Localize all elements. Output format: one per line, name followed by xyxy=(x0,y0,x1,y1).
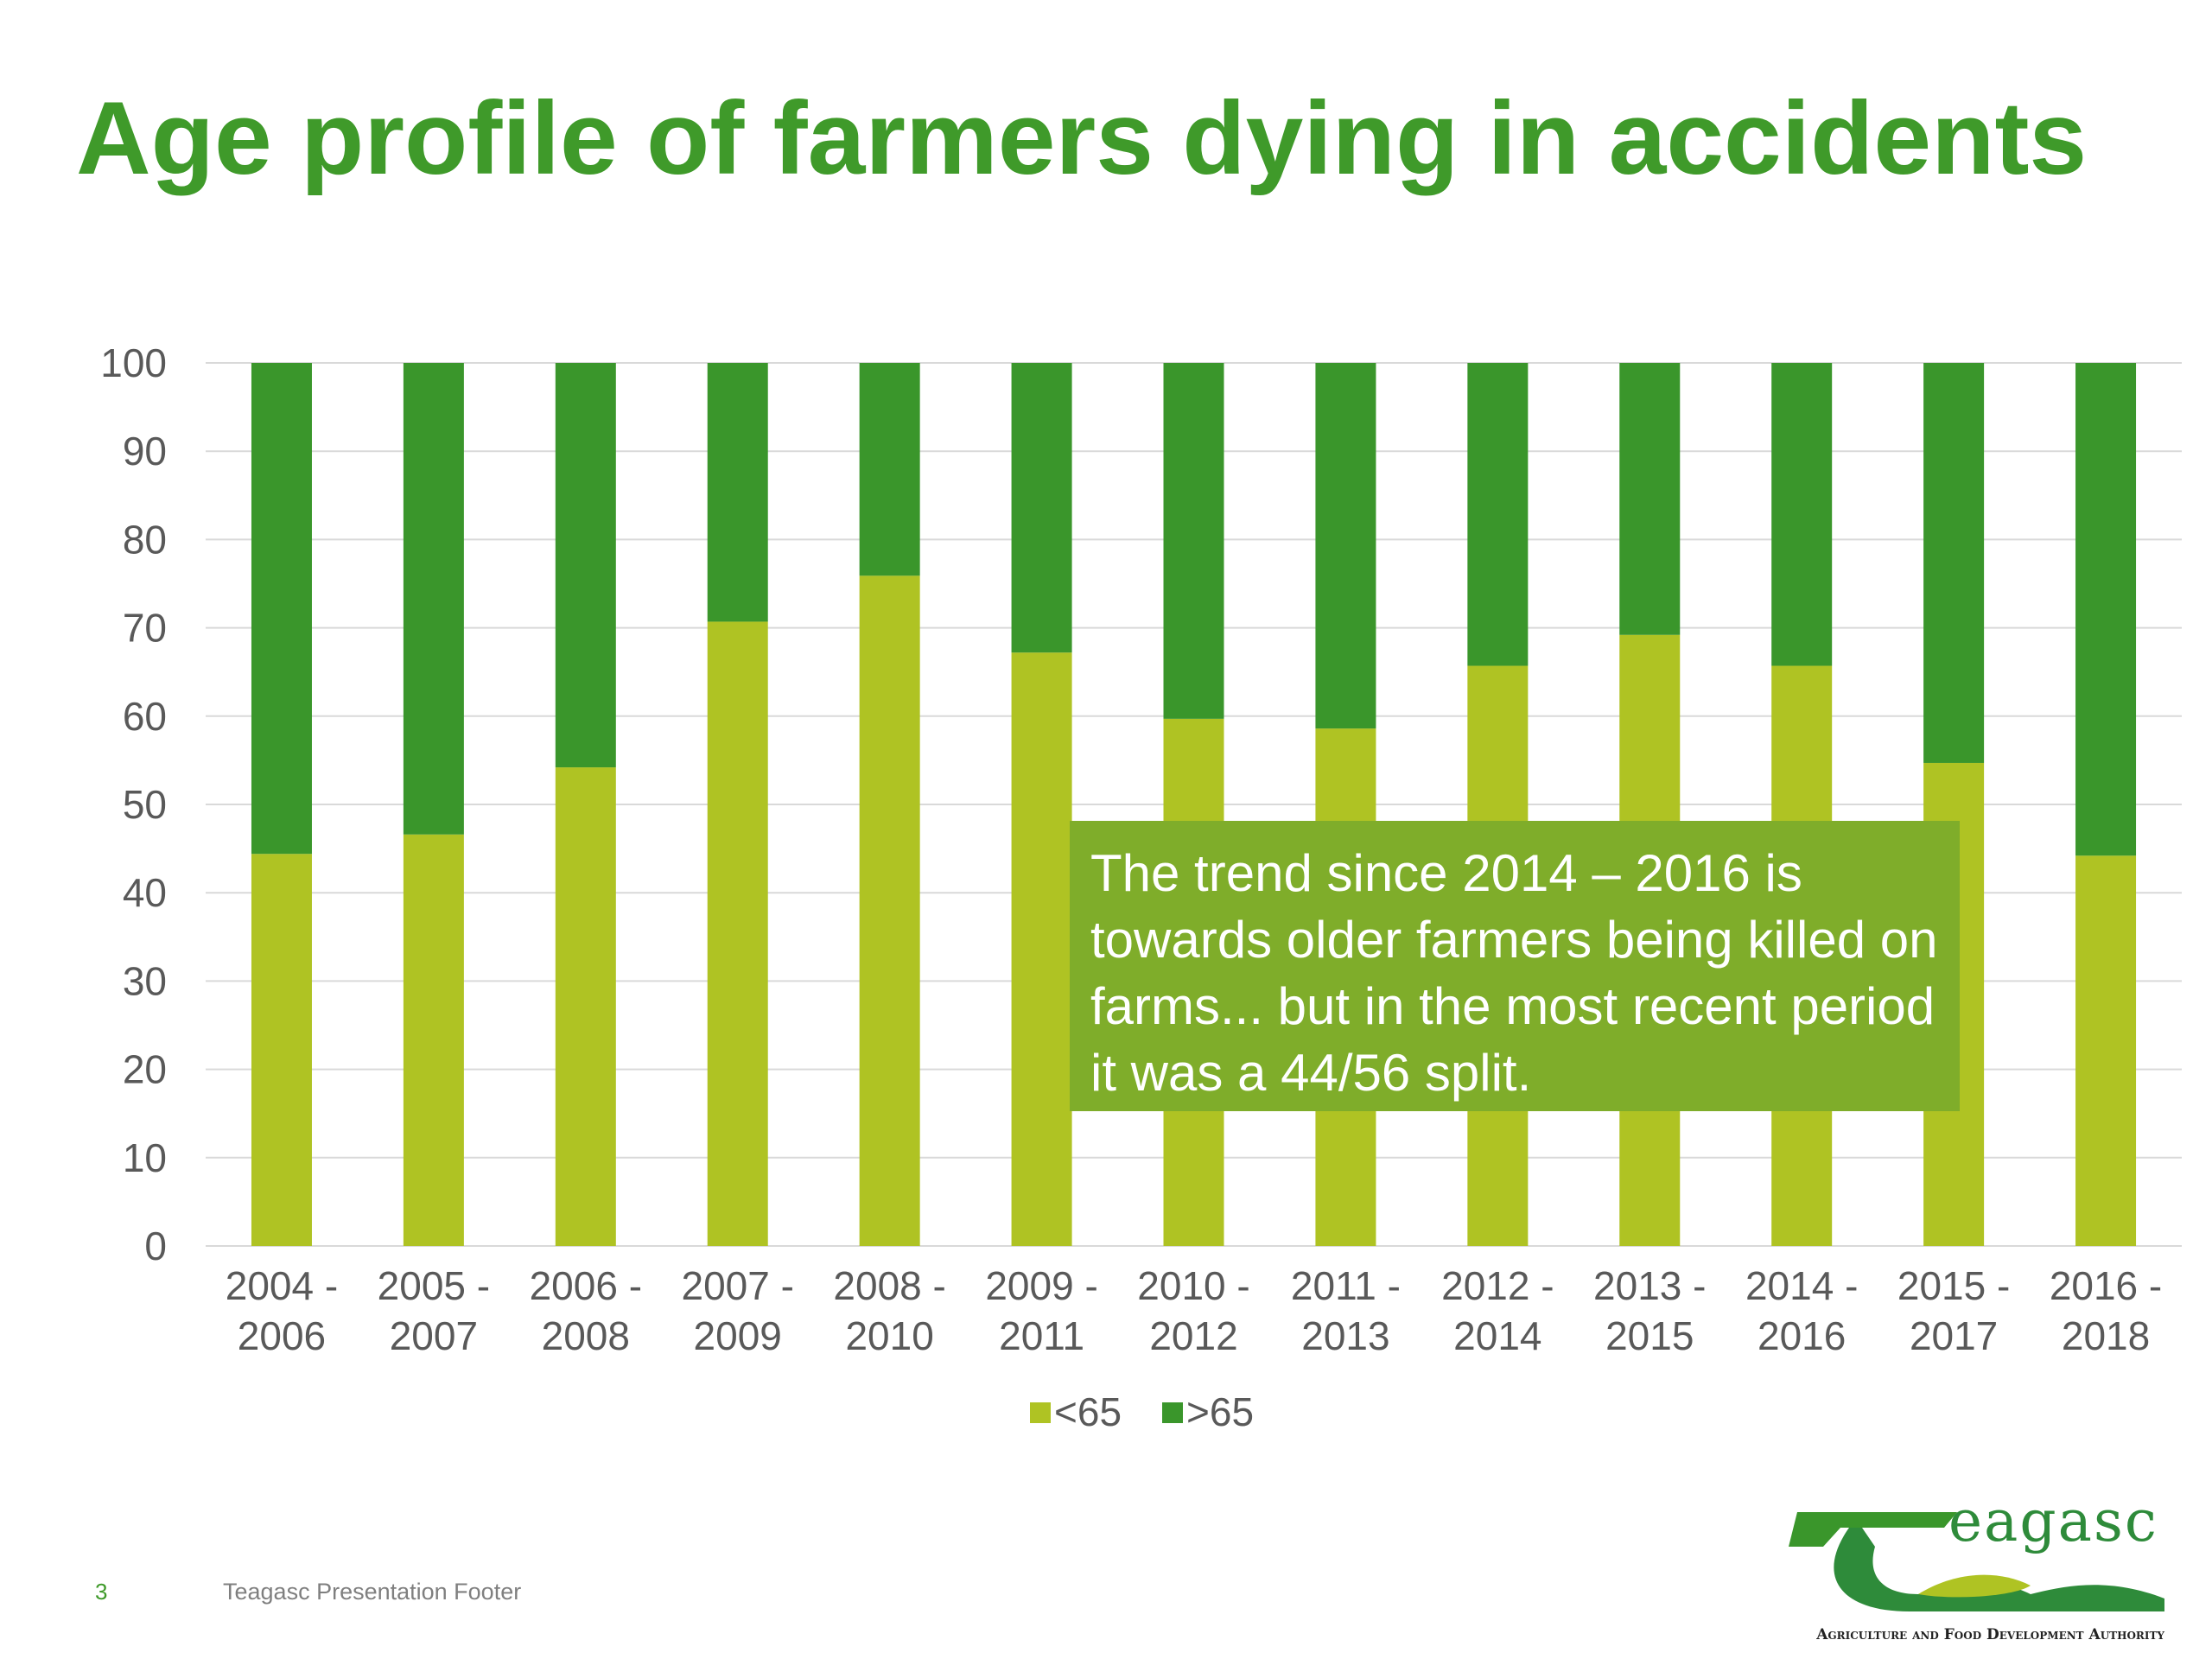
bar-segment xyxy=(2075,855,2137,1246)
x-tick-label: 2008 -2010 xyxy=(833,1263,945,1358)
page-number: 3 xyxy=(95,1579,108,1605)
bar-segment xyxy=(1163,363,1224,719)
y-tick-label: 30 xyxy=(123,958,167,1003)
x-tick-label: 2012 -2014 xyxy=(1441,1263,1554,1358)
y-tick-label: 70 xyxy=(123,606,167,651)
bar-segment xyxy=(1771,363,1833,666)
teagasc-logo: eagasc Agriculture and Food Development … xyxy=(1780,1488,2164,1646)
bar-segment xyxy=(859,575,920,1246)
bar-segment xyxy=(1315,363,1376,729)
trend-callout: The trend since 2014 – 2016 is towards o… xyxy=(1070,821,1960,1111)
bar-segment xyxy=(251,363,312,855)
bar-segment xyxy=(403,834,464,1246)
axis-labels: 0 10 20 30 40 50 60 70 80 90 100 2004 -2006 2005 -20… xyxy=(100,340,2162,1358)
bar-segment xyxy=(251,854,312,1246)
x-tick-label: 2010 -2012 xyxy=(1137,1263,1249,1358)
legend-label: >65 xyxy=(1186,1389,1254,1434)
y-tick-label: 80 xyxy=(123,517,167,562)
x-tick-label: 2016 -2018 xyxy=(2050,1263,2162,1358)
y-tick-label: 10 xyxy=(123,1135,167,1180)
x-tick-label: 2011 -2013 xyxy=(1291,1263,1401,1358)
y-tick-label: 100 xyxy=(100,340,167,385)
y-tick-label: 40 xyxy=(123,870,167,915)
logo-wordmark: eagasc xyxy=(1948,1488,2158,1554)
x-tick-label: 2006 -2008 xyxy=(530,1263,642,1358)
slide-title: Age profile of farmers dying in accident… xyxy=(76,80,2088,196)
bar-segment xyxy=(2075,363,2137,856)
legend-swatch xyxy=(1030,1402,1051,1423)
bar-segment xyxy=(1923,363,1985,763)
y-tick-label: 90 xyxy=(123,429,167,474)
stacked-bar-chart: 0 10 20 30 40 50 60 70 80 90 100 2004 -2006 2005 -20… xyxy=(100,340,2182,1434)
bar-segment xyxy=(707,363,768,622)
bar-segment xyxy=(403,363,464,835)
legend: <65 >65 xyxy=(1030,1389,1254,1434)
y-tick-label: 60 xyxy=(123,694,167,739)
bar-segment xyxy=(859,363,920,576)
x-tick-label: 2005 -2007 xyxy=(378,1263,490,1358)
y-tick-label: 0 xyxy=(144,1224,167,1268)
teagasc-logo-mark xyxy=(1789,1512,2164,1611)
x-tick-label: 2004 -2006 xyxy=(226,1263,338,1358)
bar-segment xyxy=(555,767,616,1246)
x-tick-label: 2013 -2015 xyxy=(1593,1263,1706,1358)
y-tick-label: 50 xyxy=(123,782,167,827)
bar-segment xyxy=(707,621,768,1246)
footer-text: Teagasc Presentation Footer xyxy=(223,1579,522,1605)
legend-swatch xyxy=(1162,1402,1183,1423)
y-tick-label: 20 xyxy=(123,1047,167,1092)
x-tick-label: 2007 -2009 xyxy=(682,1263,794,1358)
bar-segment xyxy=(1467,363,1529,666)
bar-segment xyxy=(1619,363,1681,635)
bar-segment xyxy=(1011,363,1072,653)
bar-segment xyxy=(555,363,616,768)
x-tick-label: 2015 -2017 xyxy=(1897,1263,2010,1358)
logo-tagline: Agriculture and Food Development Authori… xyxy=(1816,1626,2164,1643)
x-tick-label: 2014 -2016 xyxy=(1745,1263,1858,1358)
bar-segment xyxy=(1011,652,1072,1246)
x-tick-label: 2009 -2011 xyxy=(985,1263,1097,1358)
legend-label: <65 xyxy=(1054,1389,1122,1434)
